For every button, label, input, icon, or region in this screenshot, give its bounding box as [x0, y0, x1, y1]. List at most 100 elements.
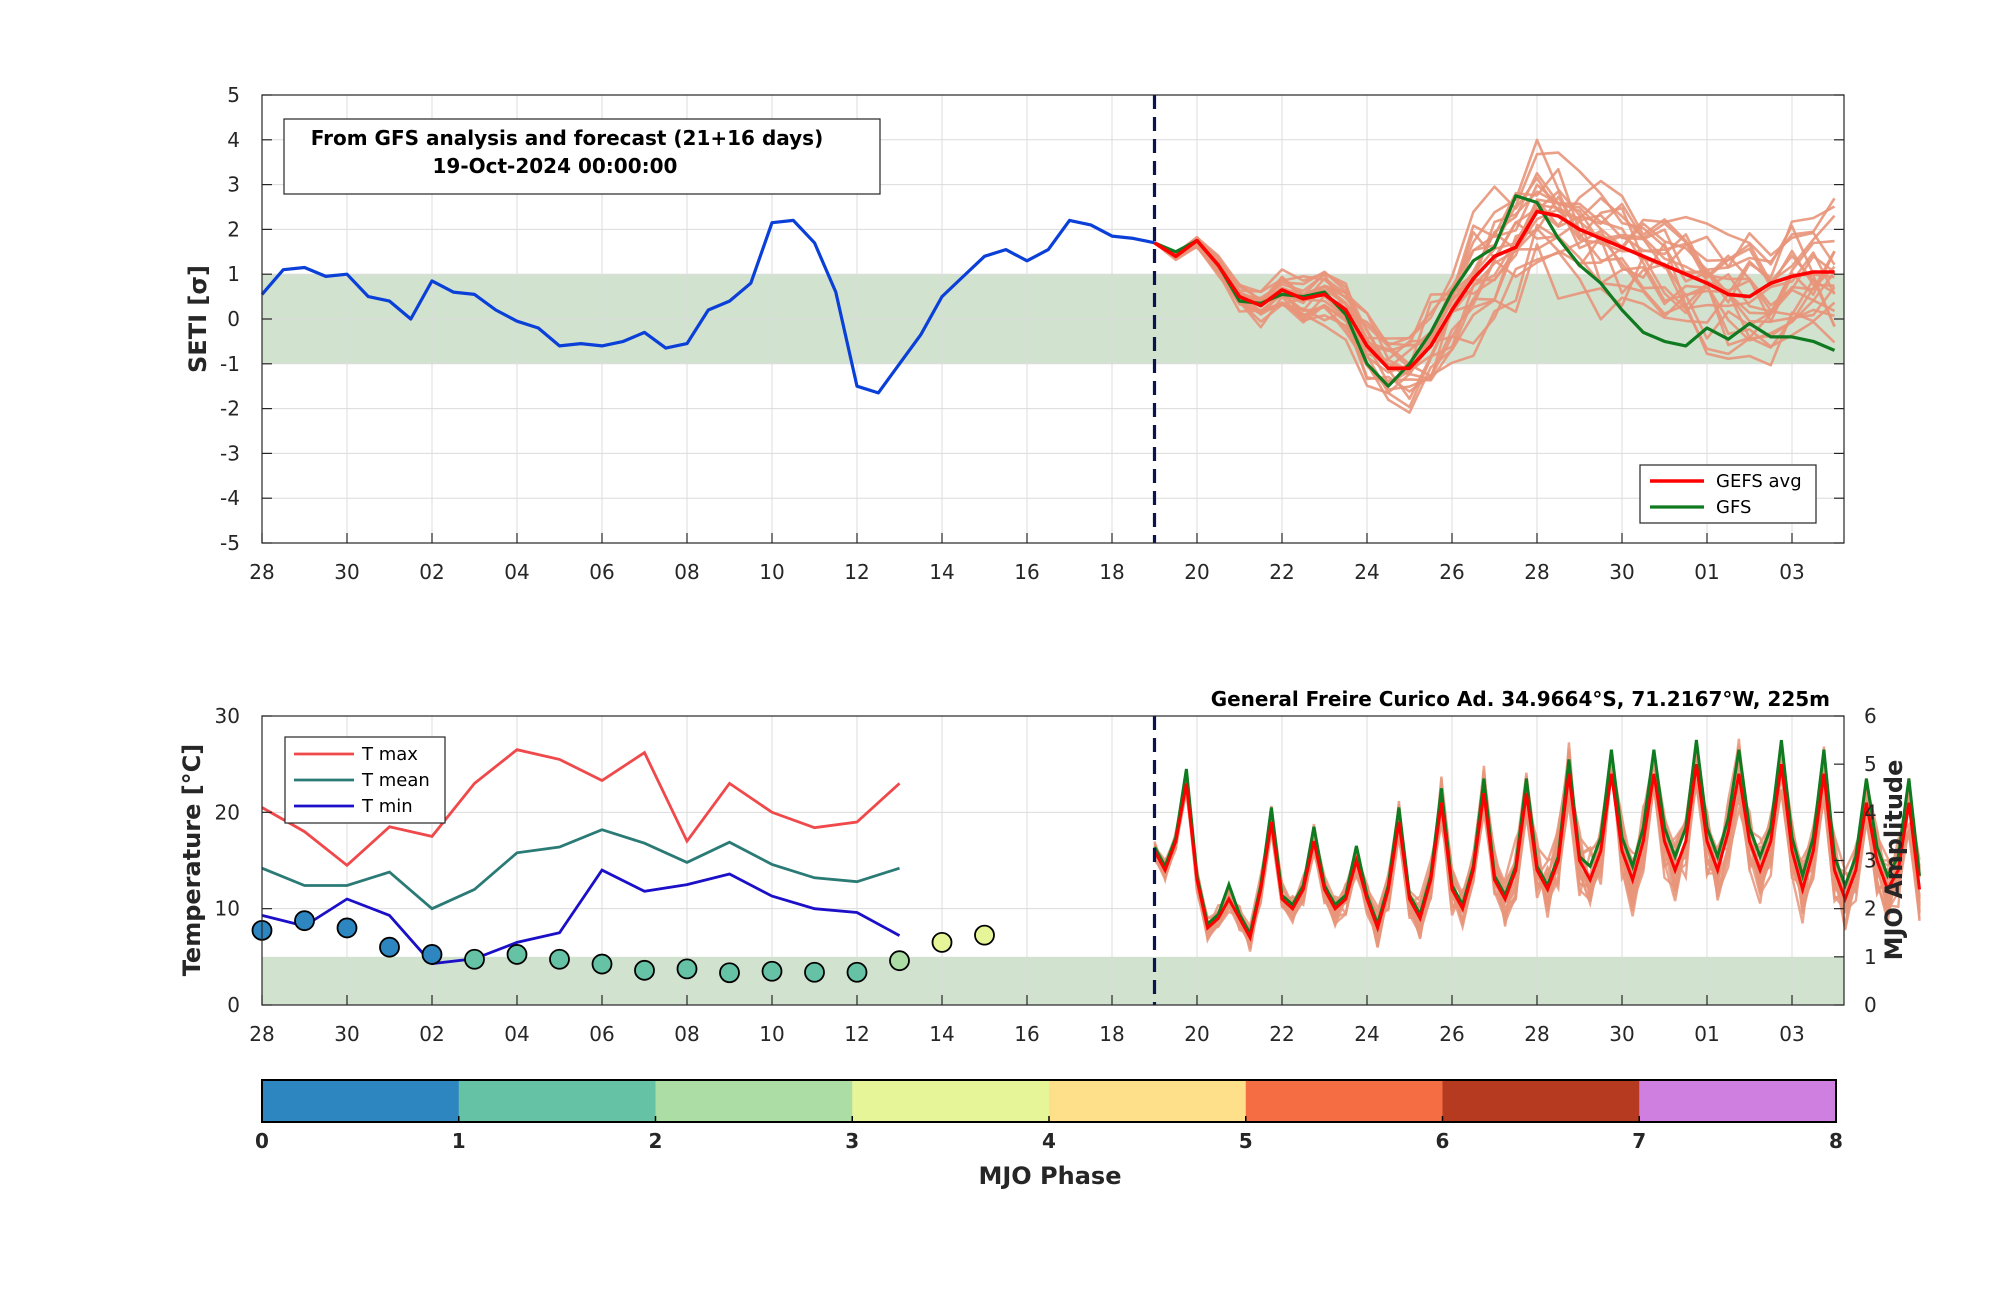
x-tick-label: 28: [249, 560, 274, 584]
mjo-point: [549, 948, 570, 970]
ensemble-member-line: [1153, 235, 1836, 372]
y-right-tick-label: 6: [1864, 704, 1877, 728]
mjo-weak-band: [262, 956, 1844, 1005]
y-tick-label: -5: [220, 531, 240, 555]
y-axis-label: Temperature [°C]: [178, 744, 206, 977]
mjo-point: [719, 962, 740, 984]
x-tick-label: 01: [1694, 1022, 1719, 1046]
x-tick-label: 18: [1099, 560, 1124, 584]
y-tick-label: -4: [220, 486, 240, 510]
colorbar-tick-label: 2: [649, 1129, 663, 1153]
seti-analysis-line: [260, 218, 1155, 395]
mjo-phase-colorbar: 0 1 2 3 4 5 6 7 8 MJO Phase: [255, 1079, 1843, 1190]
y-axis-ticks: -5 -4 -3 -2 -1 0 1 2 3 4 5: [220, 83, 1844, 555]
y-right-tick-label: 5: [1864, 752, 1877, 776]
mjo-point: [506, 944, 528, 965]
x-tick-label: 30: [1609, 1022, 1634, 1046]
mjo-point: [676, 958, 698, 980]
y-right-tick-label: 2: [1864, 897, 1877, 921]
y-axis-right-label: MJO Amplitude: [1880, 760, 1908, 961]
x-tick-label: 28: [1524, 560, 1549, 584]
y-axis-ticks: 0 10 20 30: [215, 704, 272, 1017]
x-tick-label: 24: [1354, 1022, 1379, 1046]
mjo-point: [379, 936, 400, 958]
colorbar-cell: [262, 1080, 460, 1122]
colorbar-tick-label: 5: [1239, 1129, 1253, 1153]
x-tick-label: 30: [1609, 560, 1634, 584]
gefs-avg-temperature-line: [1153, 763, 1921, 942]
colorbar-tick-label: 7: [1632, 1129, 1646, 1153]
x-tick-label: 30: [334, 560, 359, 584]
x-tick-label: 30: [334, 1022, 359, 1046]
legend: T max T mean T min: [284, 736, 446, 824]
info-box-line1: From GFS analysis and forecast (21+16 da…: [311, 126, 823, 150]
y-axis-label: SETI [σ]: [184, 265, 212, 373]
x-tick-label: 03: [1779, 1022, 1804, 1046]
x-tick-label: 04: [504, 560, 529, 584]
t-min-line: [261, 868, 901, 966]
y-tick-label: 5: [227, 83, 240, 107]
colorbar-tick-label: 8: [1829, 1129, 1843, 1153]
x-tick-label: 16: [1014, 1022, 1039, 1046]
x-axis-ticks: 28 30 02 04 06 08 10 12 14 16 18 20 22 24 26 28 30 01 03: [249, 533, 1805, 584]
info-box-line2: 19-Oct-2024 00:00:00: [433, 154, 678, 178]
y-axis-right-ticks: 0 1 2 3 4 5 6: [1834, 704, 1877, 1017]
x-tick-label: 06: [589, 1022, 614, 1046]
x-tick-label: 10: [759, 560, 784, 584]
x-tick-label: 14: [929, 560, 954, 584]
mjo-point: [889, 950, 910, 972]
ensemble-member-line: [1153, 138, 1836, 370]
x-tick-label: 18: [1099, 1022, 1124, 1046]
ensemble-member-line: [1153, 195, 1836, 414]
x-tick-label: 22: [1269, 560, 1294, 584]
x-tick-label: 08: [674, 560, 699, 584]
x-tick-label: 08: [674, 1022, 699, 1046]
x-tick-label: 12: [844, 1022, 869, 1046]
legend-gfs-label: GFS: [1716, 497, 1751, 518]
y-tick-label: 3: [227, 173, 240, 197]
colorbar-label: MJO Phase: [978, 1162, 1121, 1190]
x-tick-label: 26: [1439, 1022, 1464, 1046]
colorbar-cell: [1639, 1080, 1837, 1122]
y-tick-label: -2: [220, 397, 240, 421]
mjo-point: [761, 960, 783, 982]
legend-gefs-label: GEFS avg: [1716, 471, 1802, 492]
mjo-point: [591, 953, 613, 975]
colorbar-tick-label: 0: [255, 1129, 269, 1153]
x-tick-label: 20: [1184, 560, 1209, 584]
colorbar-cell: [1049, 1080, 1247, 1122]
colorbar-tick-label: 6: [1436, 1129, 1450, 1153]
mjo-point: [931, 931, 953, 953]
x-tick-label: 06: [589, 560, 614, 584]
colorbar-cell: [852, 1080, 1050, 1122]
x-tick-label: 04: [504, 1022, 529, 1046]
x-tick-label: 02: [419, 560, 444, 584]
colorbar-cell: [458, 1080, 656, 1122]
y-tick-label: -1: [220, 352, 240, 376]
x-axis-ticks: 28 30 02 04 06 08 10 12 14 16 18 20 22 24 26 28 30 01 03: [249, 995, 1805, 1046]
t-max-line: [261, 748, 901, 868]
mjo-point: [846, 961, 868, 983]
y-right-tick-label: 4: [1864, 800, 1877, 824]
y-tick-label: 10: [215, 897, 240, 921]
x-tick-label: 03: [1779, 560, 1804, 584]
legend-tmin-label: T min: [361, 796, 413, 817]
y-tick-label: 4: [227, 128, 240, 152]
x-tick-label: 26: [1439, 560, 1464, 584]
x-tick-label: 02: [419, 1022, 444, 1046]
x-tick-label: 20: [1184, 1022, 1209, 1046]
ensemble-member-line: [1153, 176, 1836, 340]
legend: GEFS avg GFS: [1639, 464, 1817, 524]
y-right-tick-label: 0: [1864, 993, 1877, 1017]
x-tick-label: 16: [1014, 560, 1039, 584]
y-right-tick-label: 1: [1864, 945, 1877, 969]
mjo-point: [336, 917, 358, 939]
y-tick-label: 0: [227, 993, 240, 1017]
legend-tmax-label: T max: [361, 744, 418, 765]
mjo-points: [251, 910, 995, 984]
colorbar-tick-label: 3: [845, 1129, 859, 1153]
x-tick-label: 28: [249, 1022, 274, 1046]
